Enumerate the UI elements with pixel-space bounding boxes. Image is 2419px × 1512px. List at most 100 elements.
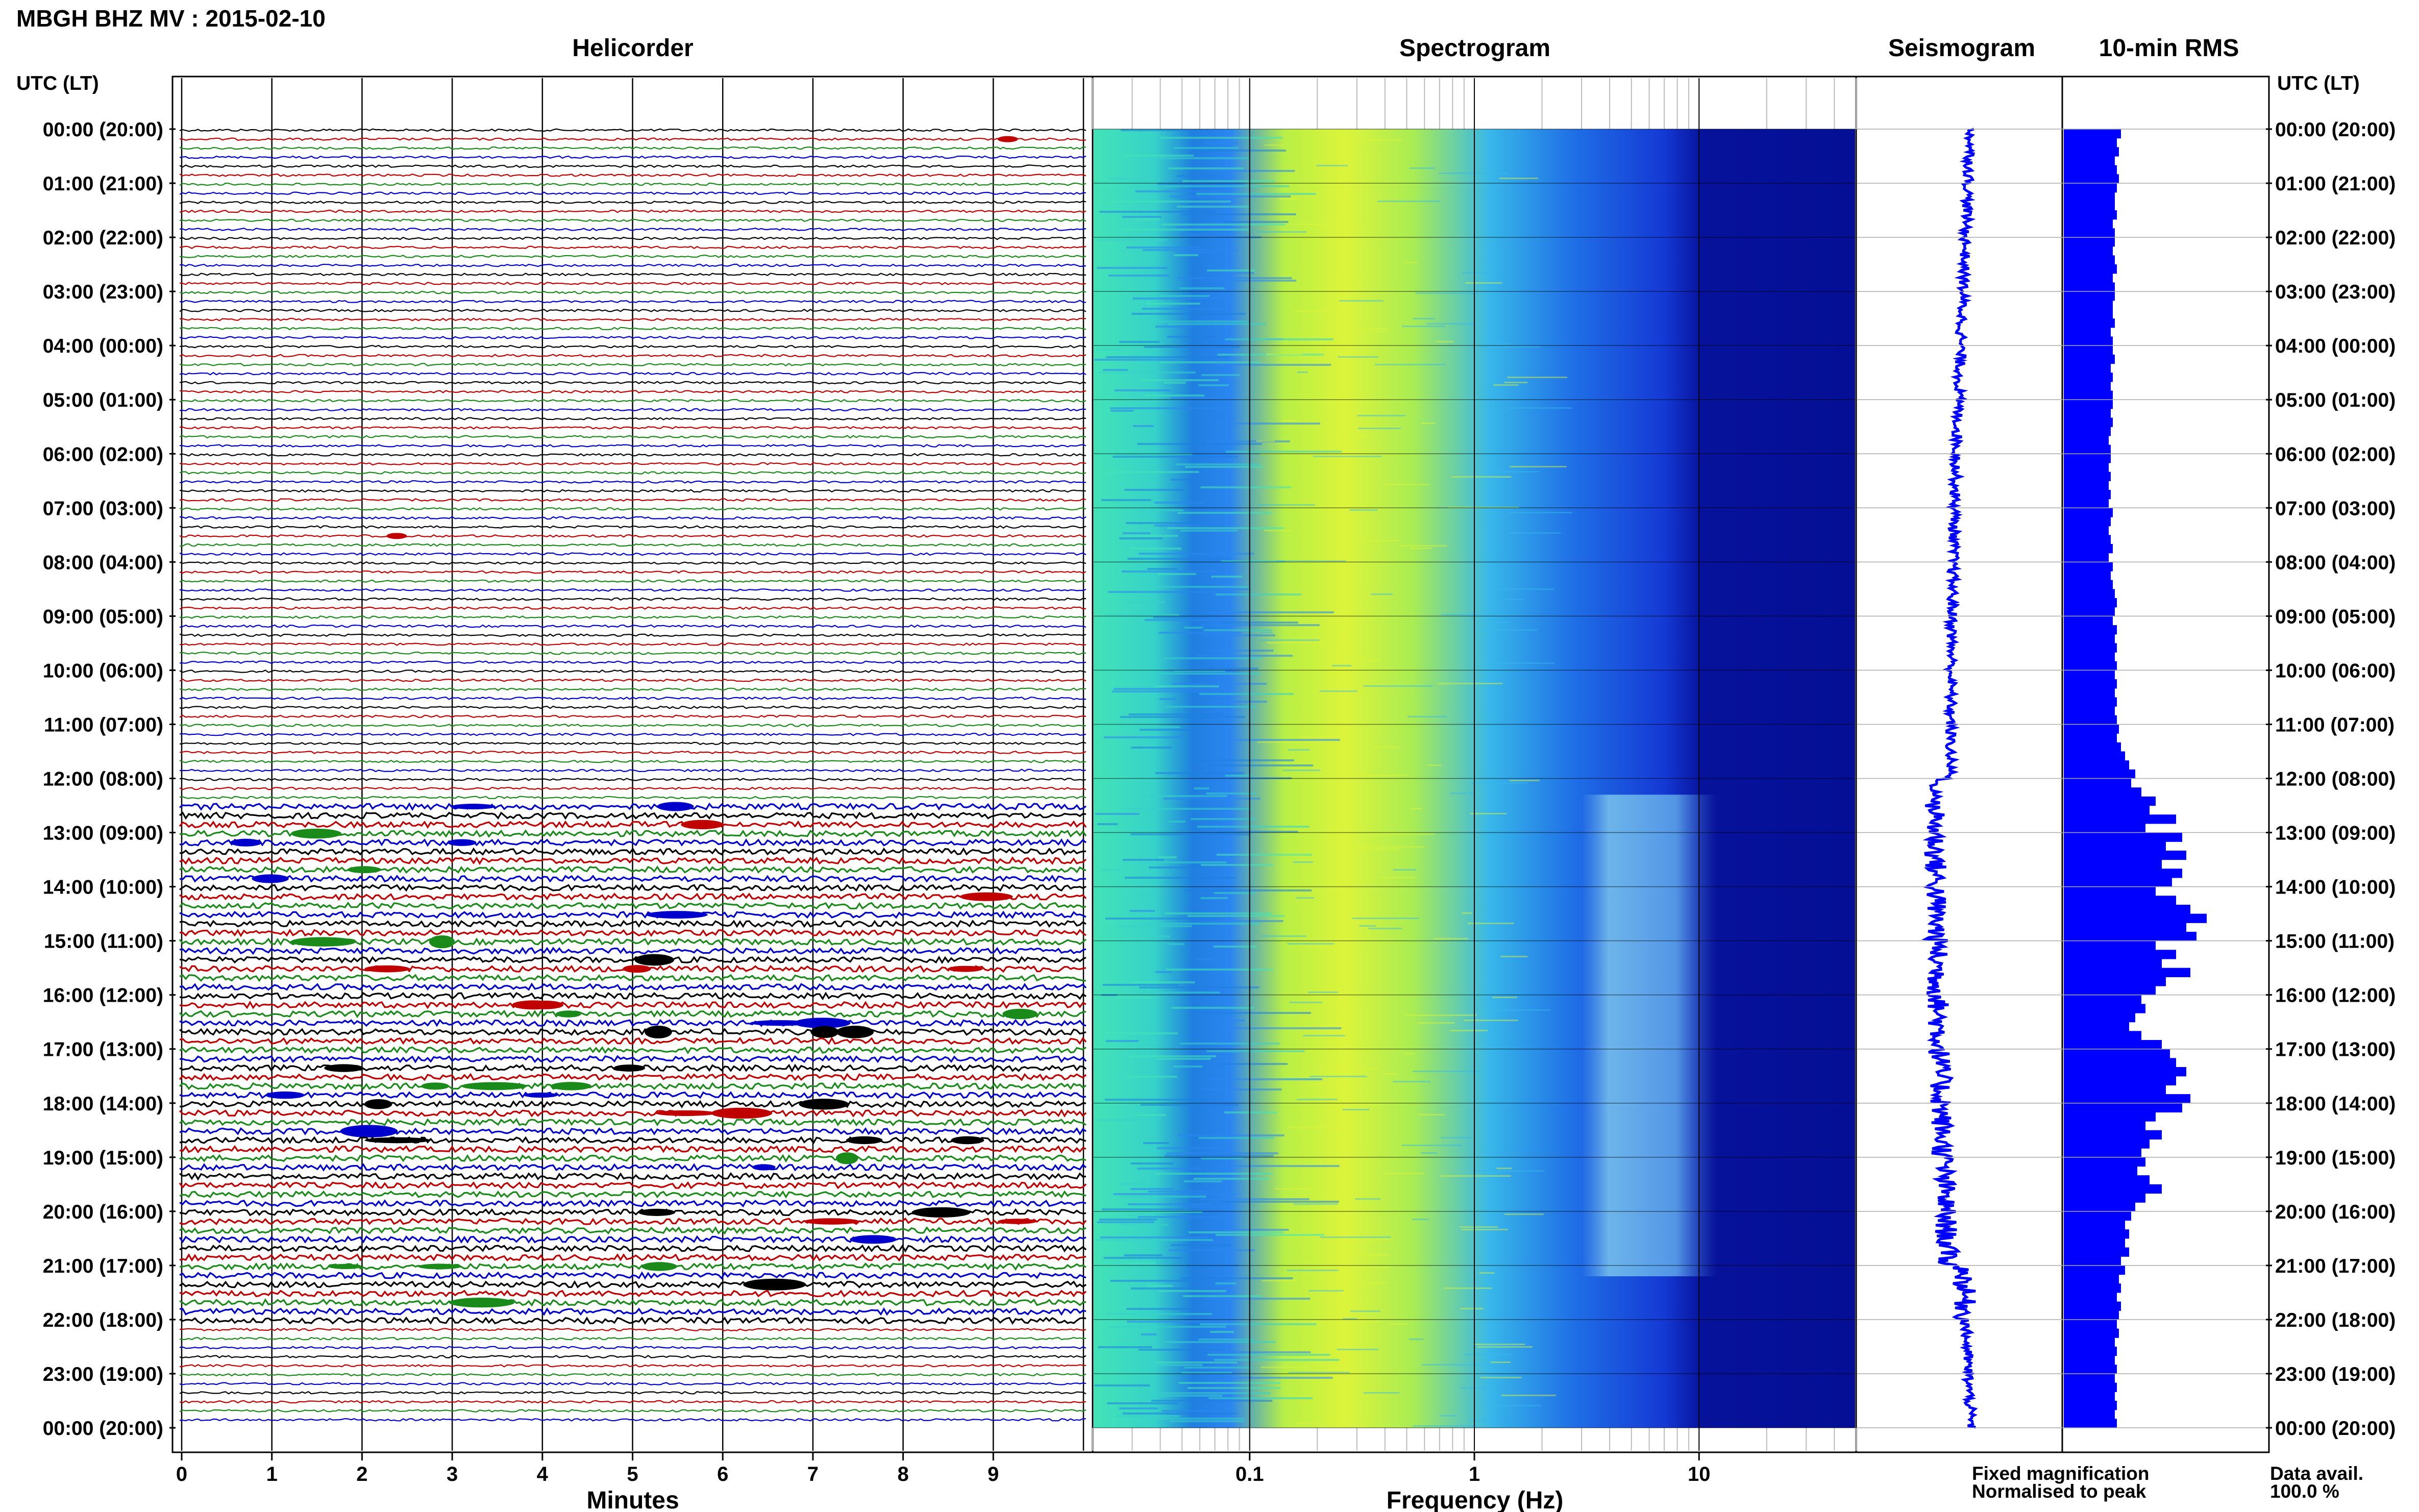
spectrogram-texture — [1179, 287, 1225, 289]
spectrogram-texture — [1159, 295, 1210, 297]
spectrogram-texture — [1167, 527, 1284, 529]
helicorder-trace-line — [179, 453, 1087, 457]
rms-bar — [2064, 499, 2109, 508]
time-label-right: 16:00 (12:00) — [2275, 985, 2396, 1007]
rms-bar — [2064, 138, 2117, 147]
helicorder-trace-line — [179, 344, 1087, 349]
helicorder-trace-line — [179, 200, 1087, 204]
spectrogram-texture — [1197, 655, 1293, 657]
rms-bar — [2064, 165, 2117, 175]
time-label-left: 16:00 (12:00) — [43, 985, 163, 1007]
rms-bar — [2064, 1085, 2166, 1095]
helicorder-event — [386, 533, 407, 539]
spectrogram-texture — [1207, 1354, 1330, 1356]
freq-tick-label: 0.1 — [1236, 1463, 1264, 1485]
helicorder-trace-line — [180, 732, 1087, 736]
spectrogram-texture — [1383, 1173, 1424, 1174]
helicorder-x-axis: 0 1 2 3 4 5 6 7 8 9 — [176, 1452, 999, 1485]
spectrogram-texture — [1225, 1229, 1289, 1231]
spectrogram-texture — [1319, 1236, 1391, 1238]
rms-bar — [2064, 607, 2115, 616]
rms-bar — [2064, 1400, 2117, 1410]
rms-bar — [2064, 805, 2150, 815]
helicorder-trace-line — [179, 146, 1087, 150]
spectrogram-texture — [1297, 371, 1308, 373]
spectrogram-texture — [1130, 535, 1178, 537]
time-label-right: 08:00 (04:00) — [2275, 552, 2396, 574]
helicorder-event — [447, 839, 477, 846]
helicorder-trace-line — [180, 228, 1087, 231]
spectrogram-texture — [1504, 382, 1528, 383]
spectrogram-texture — [1140, 379, 1219, 381]
spectrogram-texture — [1413, 318, 1435, 319]
spectrogram-texture — [1499, 588, 1554, 590]
spectrogram-texture — [1103, 1257, 1182, 1259]
rms-bar — [2064, 373, 2113, 382]
spectrogram-texture — [1216, 1234, 1324, 1236]
rms-bar — [2064, 1022, 2129, 1031]
spectrogram-texture — [1437, 683, 1503, 684]
helicorder-event — [290, 937, 356, 947]
spectrogram-texture — [1336, 280, 1364, 281]
time-label-left: 12:00 (08:00) — [43, 769, 163, 790]
helicorder-trace-line — [179, 633, 1087, 637]
helicorder-trace-line — [179, 705, 1087, 709]
spectrogram-texture — [1153, 616, 1202, 618]
rms-bar — [2064, 1373, 2115, 1383]
spectrogram-texture — [1124, 877, 1237, 879]
spectrogram-texture — [1314, 999, 1365, 1001]
helicorder-trace-line — [179, 263, 1087, 267]
spectrogram-texture — [1355, 540, 1399, 541]
spectrogram-texture — [1478, 629, 1538, 631]
rms-bar — [2064, 462, 2109, 473]
minute-tick-label: 2 — [356, 1463, 367, 1485]
helicorder-trace-line — [179, 1280, 1087, 1289]
helicorder-trace-line — [179, 155, 1087, 159]
spectrogram-texture — [1224, 221, 1289, 223]
spectrogram-texture — [1224, 739, 1340, 741]
helicorder-trace-line — [179, 191, 1087, 195]
time-label-right: 10:00 (06:00) — [2275, 660, 2396, 682]
helicorder-event — [752, 1164, 776, 1171]
spectrogram-texture — [1135, 1114, 1166, 1116]
helicorder-trace-line — [179, 498, 1087, 502]
helicorder-event — [948, 965, 983, 972]
spectrogram-texture — [1221, 622, 1298, 624]
helicorder-event — [711, 1107, 773, 1119]
spectrogram-texture — [1117, 925, 1192, 927]
spectrogram-texture — [1216, 170, 1295, 172]
spectrogram-texture — [1199, 1137, 1275, 1139]
spectrogram-texture — [1129, 548, 1181, 550]
spectrogram-texture — [1127, 1203, 1211, 1205]
time-label-left: 21:00 (17:00) — [43, 1255, 163, 1277]
spectrogram-texture — [1313, 456, 1382, 457]
rms-bar — [2064, 1175, 2150, 1185]
spectrogram-texture — [1440, 1175, 1511, 1177]
rms-bar — [2064, 1319, 2117, 1329]
rms-bar — [2064, 147, 2119, 157]
spectrogram-texture — [1129, 981, 1195, 983]
time-label-right: 21:00 (17:00) — [2275, 1255, 2396, 1277]
spectrogram-texture — [1166, 969, 1273, 971]
freq-tick-label: 10 — [1688, 1463, 1711, 1485]
spectrogram-texture — [1191, 818, 1256, 820]
data-avail-value: 100.0 % — [2270, 1481, 2339, 1502]
spectrogram-texture — [1174, 670, 1225, 672]
spectrogram-grid — [1092, 78, 1857, 1451]
helicorder-event — [418, 1263, 462, 1270]
helicorder-trace-line — [179, 579, 1087, 583]
spectrogram-texture — [1181, 1372, 1232, 1374]
rms-bar — [2064, 354, 2115, 364]
rms-bar — [2064, 417, 2113, 427]
spectrogram-texture — [1316, 165, 1348, 166]
spectrogram-texture — [1402, 1145, 1462, 1146]
spectrogram-texture — [1411, 808, 1422, 809]
time-label-left: 06:00 (02:00) — [43, 443, 163, 465]
spectrogram-texture — [1119, 341, 1160, 343]
helicorder-event — [681, 820, 724, 830]
spectrogram-texture — [1373, 747, 1401, 748]
helicorder-trace-line — [179, 678, 1087, 682]
spectrogram-texture — [1462, 912, 1472, 914]
spectrogram-texture — [1448, 507, 1519, 508]
spectrogram-texture — [1491, 622, 1510, 623]
